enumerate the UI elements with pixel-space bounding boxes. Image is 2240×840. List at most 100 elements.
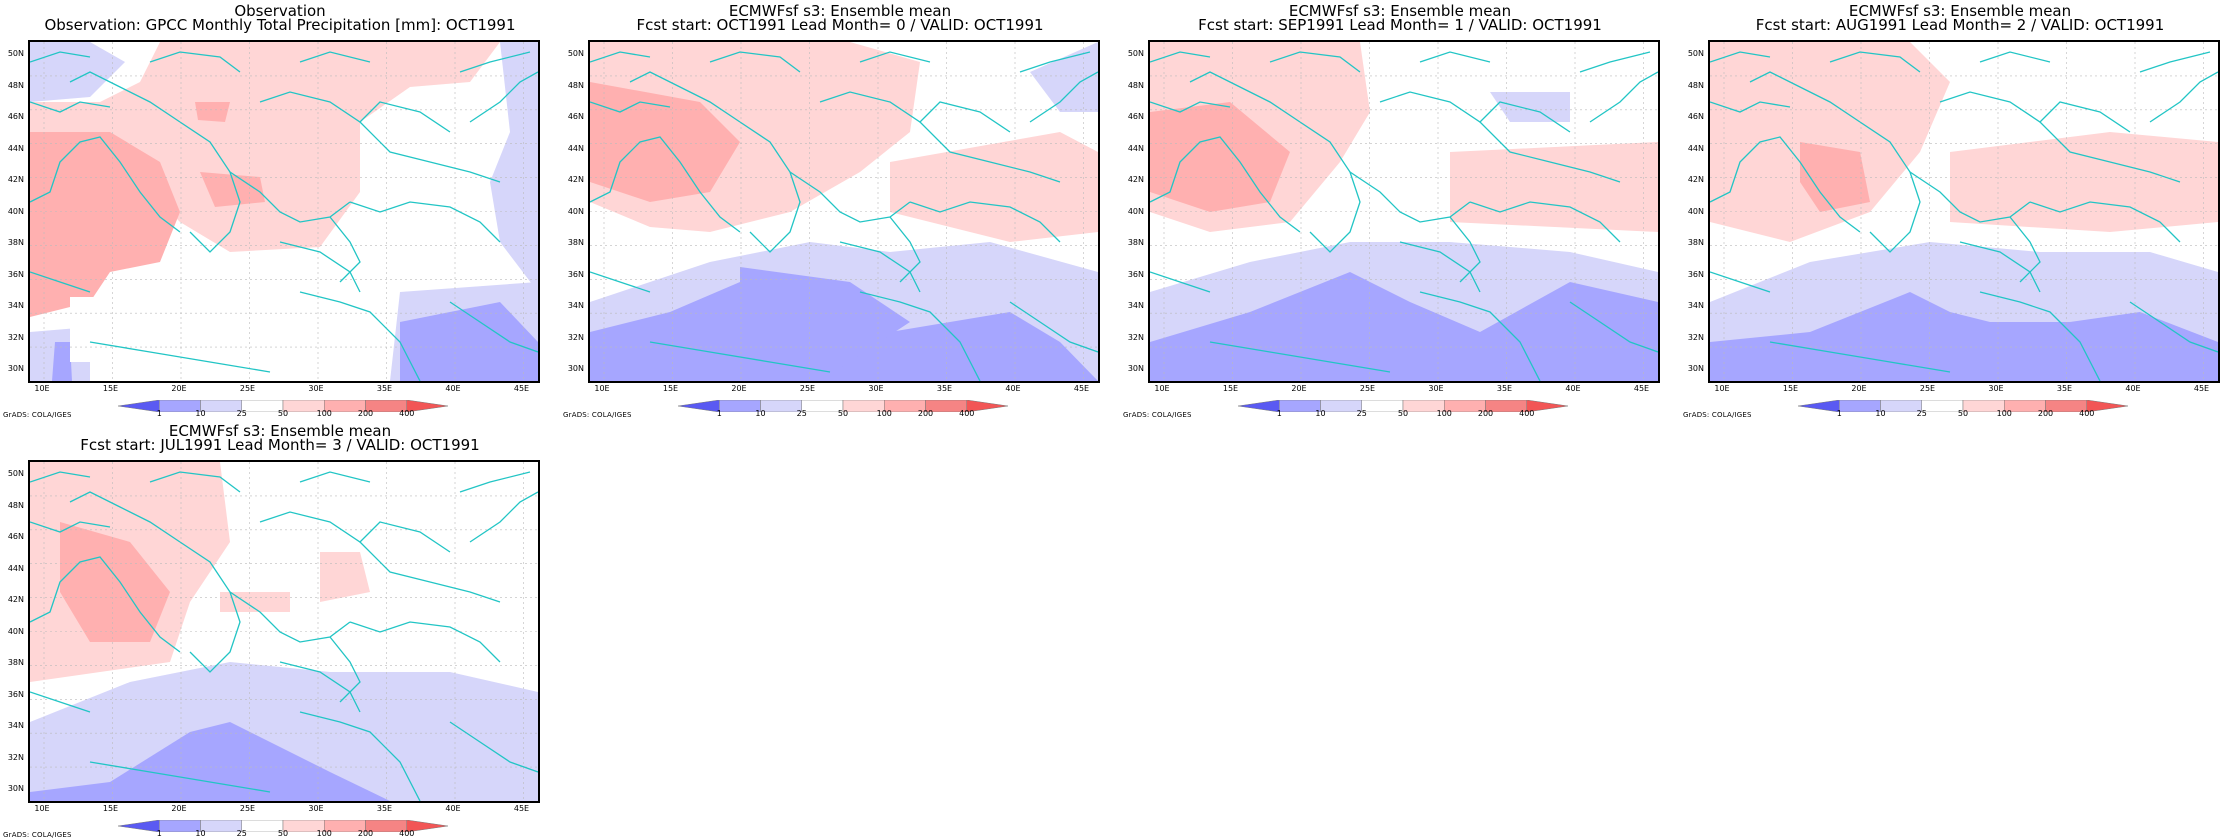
coastline bbox=[299, 711, 421, 801]
coastlines bbox=[590, 51, 1098, 381]
y-tick-label: 36N bbox=[7, 689, 24, 699]
x-tick-label: 20E bbox=[171, 804, 187, 813]
coastlines bbox=[1150, 51, 1658, 381]
precip-region bbox=[30, 132, 180, 317]
colorbar-tick-label: 1 bbox=[1276, 409, 1282, 418]
y-tick-label: 34N bbox=[7, 721, 24, 730]
precip-region bbox=[200, 172, 265, 207]
panel-title: ECMWFsf s3: Ensemble mean bbox=[168, 422, 392, 440]
y-tick-label: 32N bbox=[1127, 332, 1144, 342]
coastline bbox=[1419, 291, 1541, 381]
y-tick-label: 38N bbox=[7, 658, 24, 667]
x-tick-label: 35E bbox=[1496, 384, 1513, 393]
x-tick-label: 35E bbox=[376, 384, 393, 393]
y-tick-label: 50N bbox=[567, 49, 584, 58]
coastline bbox=[299, 471, 371, 483]
coastline bbox=[149, 471, 241, 493]
y-tick-label: 46N bbox=[7, 532, 24, 541]
colorbar-tick-label: 50 bbox=[837, 409, 849, 418]
x-tick-label: 25E bbox=[799, 384, 816, 393]
precip-region bbox=[1950, 132, 2218, 232]
precip-region bbox=[60, 522, 170, 642]
colorbar-tick-label: 10 bbox=[195, 829, 206, 838]
y-tick-label: 30N bbox=[7, 364, 24, 373]
x-tick-label: 15E bbox=[662, 384, 679, 393]
precipitation-map bbox=[1150, 42, 1658, 381]
x-tick-label: 45E bbox=[1633, 384, 1650, 393]
precip-region bbox=[1490, 92, 1570, 122]
coastline bbox=[30, 51, 91, 63]
colorbar-tick-label: 25 bbox=[236, 829, 247, 838]
coastline bbox=[1150, 51, 1211, 63]
x-tick-label: 40E bbox=[445, 384, 461, 393]
map-panel-lead-3: ECMWFsf s3: Ensemble mean Fcst start: JU… bbox=[0, 420, 560, 840]
precipitation-map bbox=[30, 462, 538, 801]
coastline bbox=[1569, 301, 1658, 353]
x-tick-label: 15E bbox=[102, 804, 119, 813]
y-tick-label: 38N bbox=[1687, 238, 1704, 247]
x-tick-label: 10E bbox=[1714, 384, 1730, 393]
colorbar-tick-label: 1 bbox=[1836, 409, 1842, 418]
coastline bbox=[349, 201, 501, 243]
colorbar-tick-label: 200 bbox=[357, 829, 374, 838]
colorbar-tick-label: 10 bbox=[195, 409, 206, 418]
y-tick-label: 46N bbox=[1127, 112, 1144, 121]
y-tick-label: 40N bbox=[1127, 206, 1144, 216]
precip-region bbox=[1800, 142, 1870, 212]
precip-region bbox=[1710, 42, 1950, 242]
y-tick-label: 32N bbox=[1687, 332, 1704, 342]
coastline bbox=[1710, 101, 1791, 113]
coastline bbox=[449, 721, 538, 773]
coastline bbox=[1589, 71, 1658, 123]
y-tick-label: 46N bbox=[7, 112, 24, 121]
colorbar bbox=[1237, 397, 1569, 413]
y-tick-label: 32N bbox=[567, 332, 584, 342]
coastline bbox=[89, 761, 271, 793]
coastline bbox=[590, 101, 671, 113]
x-tick-label: 25E bbox=[1359, 384, 1376, 393]
colorbar bbox=[677, 397, 1009, 413]
coastline bbox=[30, 271, 91, 293]
coastline bbox=[179, 121, 241, 253]
y-tick-label: 38N bbox=[7, 238, 24, 247]
y-tick-label: 42N bbox=[1687, 175, 1704, 184]
panel-subtitle: Fcst start: SEP1991 Lead Month= 1 / VALI… bbox=[1198, 16, 1602, 34]
coastline bbox=[2029, 201, 2181, 243]
y-tick-label: 42N bbox=[1127, 175, 1144, 184]
coastline bbox=[229, 171, 351, 223]
precip-region bbox=[30, 42, 500, 252]
colorbar-swatch bbox=[1526, 399, 1569, 413]
colorbar-tick-label: 50 bbox=[277, 829, 289, 838]
colorbar-tick-label: 200 bbox=[357, 409, 374, 418]
y-tick-label: 48N bbox=[567, 80, 584, 90]
y-tick-label: 30N bbox=[1687, 364, 1704, 373]
precip-region bbox=[1450, 142, 1658, 232]
y-tick-label: 38N bbox=[567, 238, 584, 247]
x-tick-label: 20E bbox=[731, 384, 747, 393]
coastline bbox=[30, 691, 91, 713]
x-tick-label: 10E bbox=[1154, 384, 1170, 393]
x-tick-label: 10E bbox=[34, 804, 50, 813]
map-plot-area bbox=[1148, 40, 1660, 383]
coastline bbox=[299, 291, 421, 381]
colorbar-swatch bbox=[406, 819, 449, 833]
coastlines bbox=[30, 51, 538, 381]
colorbar-tick-label: 25 bbox=[1916, 409, 1927, 418]
coastline bbox=[629, 71, 741, 123]
coastline bbox=[469, 71, 538, 123]
x-tick-label: 20E bbox=[171, 384, 187, 393]
coastline bbox=[1029, 71, 1098, 123]
colorbar-tick-label: 25 bbox=[236, 409, 247, 418]
precip-region bbox=[1710, 292, 2218, 381]
y-tick-label: 42N bbox=[7, 175, 24, 184]
colorbar bbox=[117, 817, 449, 833]
x-tick-label: 15E bbox=[1782, 384, 1799, 393]
coastline bbox=[1009, 301, 1098, 353]
x-tick-label: 15E bbox=[102, 384, 119, 393]
colorbar-tick-label: 100 bbox=[876, 409, 892, 418]
coastlines bbox=[30, 471, 538, 801]
colorbar-tick-label: 10 bbox=[1875, 409, 1886, 418]
y-tick-label: 42N bbox=[7, 595, 24, 604]
colorbar-svg bbox=[1237, 399, 1569, 413]
precip-region bbox=[30, 722, 390, 801]
